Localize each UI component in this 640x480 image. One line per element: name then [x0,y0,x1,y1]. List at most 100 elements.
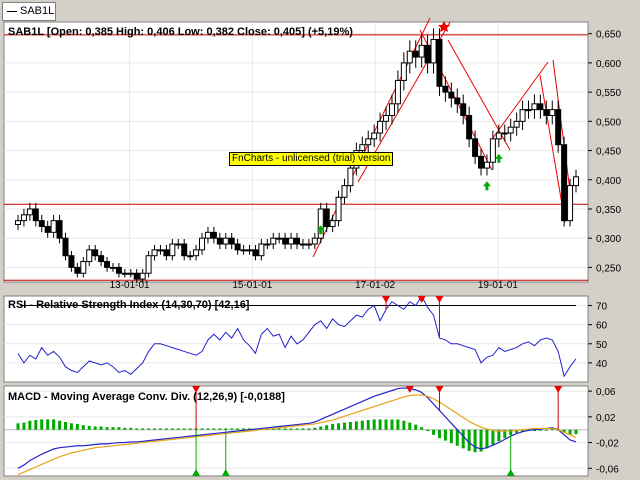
macd-histogram-bar [58,420,62,430]
macd-histogram-bar [16,423,20,430]
macd-histogram-bar [93,426,97,430]
buy-arrow-icon [494,153,503,163]
candle-body [121,272,128,275]
candle-body [430,39,437,64]
candle-body [573,176,579,187]
candle-body [412,50,419,58]
macd-histogram-bar [313,427,317,430]
macd-histogram-bar [28,420,32,430]
price-signal-arrows [316,21,503,235]
macd-histogram-bar [289,428,293,430]
candle-body [365,138,372,146]
macd-histogram-bar [360,420,364,430]
buy-arrow-icon [192,469,201,476]
candle-body [38,220,45,227]
macd-histogram-bar [117,427,121,430]
candle-body [495,132,502,140]
candle-body [288,237,295,245]
price-grid [4,22,588,282]
candle-body [74,266,81,274]
macd-histogram-bar [277,428,281,430]
candle-body [418,44,425,58]
macd-histogram-bar [259,428,263,430]
symbol-tab[interactable]: SAB1L [2,2,56,21]
candle-body [317,208,324,239]
macd-histogram-bar [40,419,44,430]
macd-histogram-bar [491,429,495,445]
macd-histogram-bar [69,423,73,430]
candle-body [323,208,330,227]
price-y-tick-label: 0,550 [596,88,621,99]
candle-body [20,214,27,222]
candle-body [92,249,99,257]
candle-body [104,261,111,268]
candle-body [394,79,401,105]
macd-histogram-bar [176,428,180,430]
candle-body [442,85,449,93]
macd-histogram-bar [521,429,525,432]
macd-histogram-bar [75,423,79,430]
rsi-signal-arrows [382,296,444,339]
peak-marker-icon [438,21,450,32]
macd-histogram-bar [337,423,341,430]
buy-arrow-icon [506,469,515,476]
candle-body [258,243,265,257]
candle-body [80,261,87,274]
candle-body [234,243,241,251]
macd-histogram-bar [295,428,299,430]
candle-body [139,272,146,280]
candle-body [311,237,318,245]
macd-histogram-bar [372,419,376,430]
candle-body [466,114,473,140]
macd-histogram-bar [188,428,192,430]
macd-histogram-bar [111,427,115,430]
macd-histogram-bar [34,420,38,430]
macd-histogram-bar [153,428,157,430]
price-y-tick-label: 0,650 [596,30,621,41]
candle-body [305,243,312,246]
price-y-tick-label: 0,300 [596,234,621,245]
macd-histogram-bar [52,419,56,430]
macd-histogram-bar [432,429,436,435]
macd-histogram-bar [301,428,305,430]
price-x-axis: 13-01-01 15-01-01 17-01-02 19-01-01 [110,280,519,291]
candle-body [501,132,508,135]
price-horizontal-lines [4,34,588,281]
macd-histogram-bar [182,428,186,430]
candle-body [32,208,39,222]
candle-body [56,220,63,239]
candle-body [489,138,496,163]
macd-panel[interactable] [3,385,589,477]
sell-arrow-icon [435,296,444,303]
macd-histogram-bar [515,429,519,433]
macd-histogram-bar [426,429,430,431]
candle-body [549,109,556,116]
macd-histogram-bar [455,429,459,446]
price-y-tick-label: 0,350 [596,205,621,216]
candle-body [62,237,69,257]
macd-histogram-bar [390,419,394,430]
macd-histogram-bar [230,428,234,430]
sell-arrow-icon [435,386,444,393]
rsi-panel[interactable] [3,295,589,383]
candle-body [276,237,283,240]
candle-body [252,249,259,257]
macd-histogram-bar [123,427,127,430]
candle-body [460,103,467,116]
macd-histogram-bar [331,423,335,430]
macd-histogram-bar [283,428,287,430]
macd-histogram-bar [396,419,400,430]
macd-histogram-bar [538,429,542,431]
macd-y-tick-label: -0,02 [596,439,619,450]
macd-histogram-bar [497,429,501,442]
candle-body [246,249,253,252]
macd-histogram-bar [218,428,222,430]
macd-histogram-bar [562,429,566,433]
rsi-grid [4,305,588,364]
candle-body [181,243,188,257]
macd-signal-arrows [192,386,563,476]
price-y-tick-label: 0,600 [596,59,621,70]
candle-body [86,249,93,263]
macd-histogram-bar [135,428,139,430]
